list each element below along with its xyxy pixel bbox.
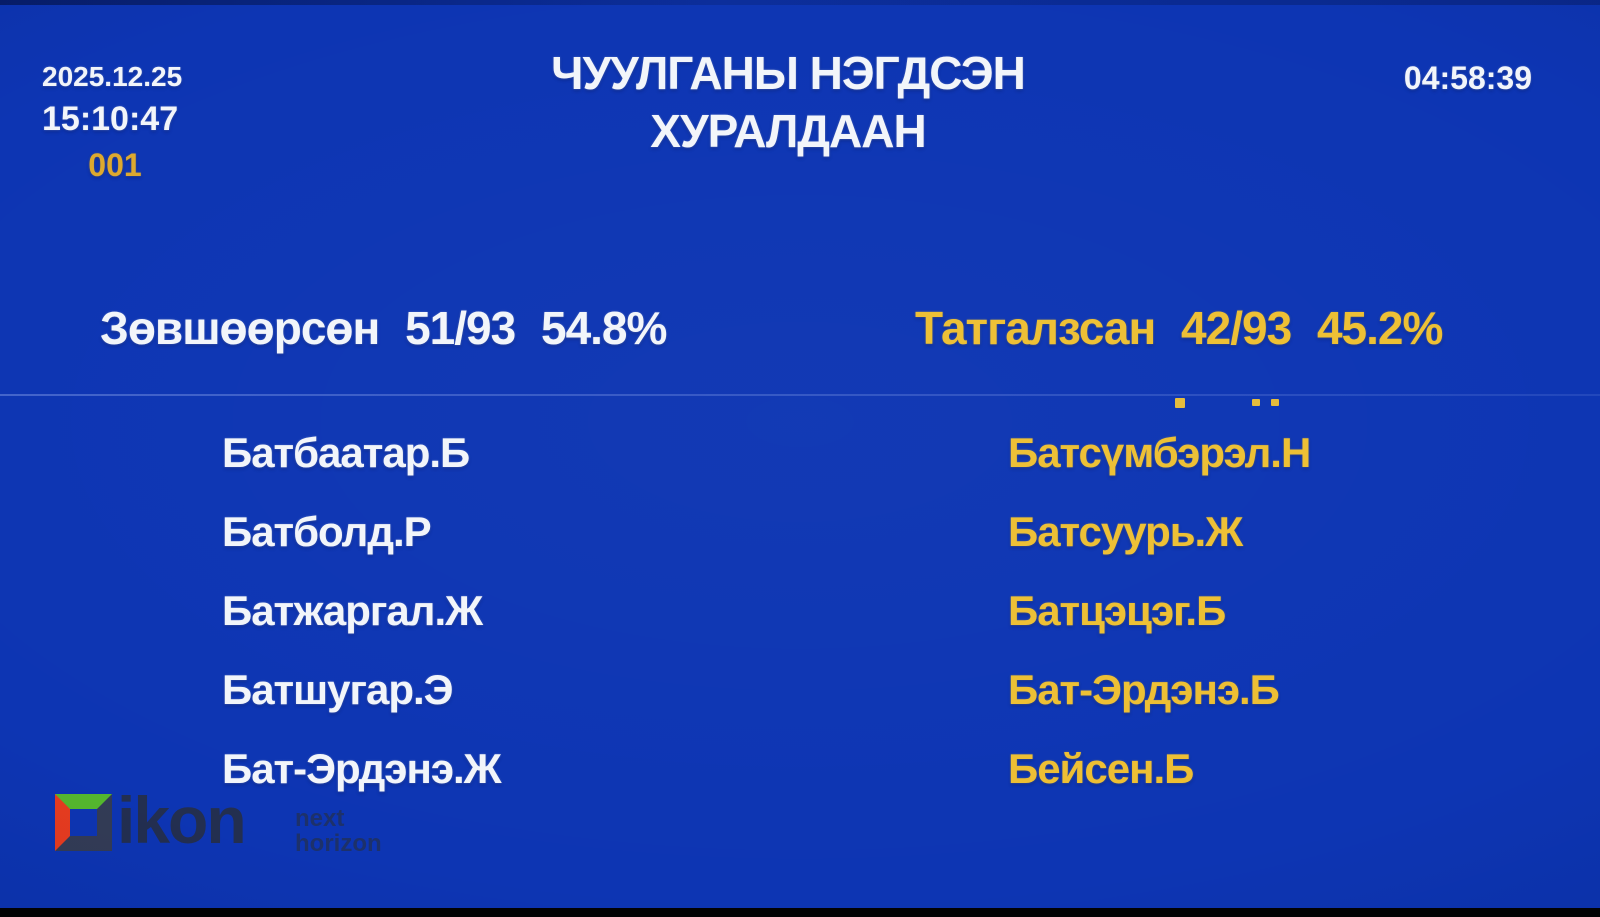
voter-name: Батбаатар.Б: [222, 429, 470, 476]
header-left-block: 2025.12.25 15:10:47 001: [42, 58, 188, 188]
wall-clock: 15:10:47: [42, 100, 179, 138]
page-title: ЧУУЛГАНЫ НЭГДСЭН ХУРАЛДААН: [408, 44, 1168, 160]
cropped-text-fragment: [1271, 399, 1279, 406]
ikon-cube-icon: [55, 794, 112, 851]
rejected-percent: 45.2%: [1316, 302, 1443, 354]
voter-name: Бейсен.Б: [1008, 745, 1194, 792]
voter-name: Батцэцэг.Б: [1008, 587, 1226, 634]
session-date: 2025.12.25: [42, 61, 183, 92]
voter-name: Батжаргал.Ж: [222, 587, 483, 634]
bottom-letterbox: [0, 908, 1600, 917]
rejected-label: Татгалзсан: [915, 302, 1156, 354]
elapsed-timer: 04:58:39: [1403, 60, 1532, 96]
approved-label: Зөвшөөрсөн: [100, 302, 380, 354]
logo-tagline-line2: horizon: [295, 830, 382, 857]
rejected-votes: 42/93: [1181, 302, 1292, 354]
approved-votes: 51/93: [405, 302, 516, 354]
cropped-text-fragment: [1252, 399, 1260, 406]
voter-name: Бат-Эрдэнэ.Ж: [222, 745, 502, 792]
voter-name: Бат-Эрдэнэ.Б: [1008, 666, 1280, 713]
top-edge-shade: [0, 0, 1600, 5]
logo-tagline: next horizon: [295, 806, 382, 856]
approved-percent: 54.8%: [540, 302, 667, 354]
page-title-line2: ХУРАЛДААН: [650, 105, 926, 157]
voter-name: Батболд.Р: [222, 508, 432, 555]
rejected-summary: Татгалзсан 42/93 45.2%: [915, 300, 1443, 356]
rejected-names-column: Батсүмбэрэл.Н Батсуурь.Ж Батцэцэг.Б Бат-…: [1008, 429, 1311, 825]
logo-brand-text: ikon: [117, 783, 247, 857]
approved-summary: Зөвшөөрсөн 51/93 54.8%: [100, 300, 667, 356]
page-title-line1: ЧУУЛГАНЫ НЭГДСЭН: [551, 47, 1026, 99]
cropped-text-fragment: [1175, 398, 1185, 408]
session-id: 001: [88, 147, 142, 183]
logo-tagline-line1: next: [295, 805, 345, 832]
voter-name: Батшугар.Э: [222, 666, 454, 713]
divider-line: [0, 394, 1600, 396]
voter-name: Батсуурь.Ж: [1008, 508, 1243, 555]
voter-name: Батсүмбэрэл.Н: [1008, 429, 1311, 476]
approved-names-column: Батбаатар.Б Батболд.Р Батжаргал.Ж Батшуг…: [222, 429, 502, 825]
